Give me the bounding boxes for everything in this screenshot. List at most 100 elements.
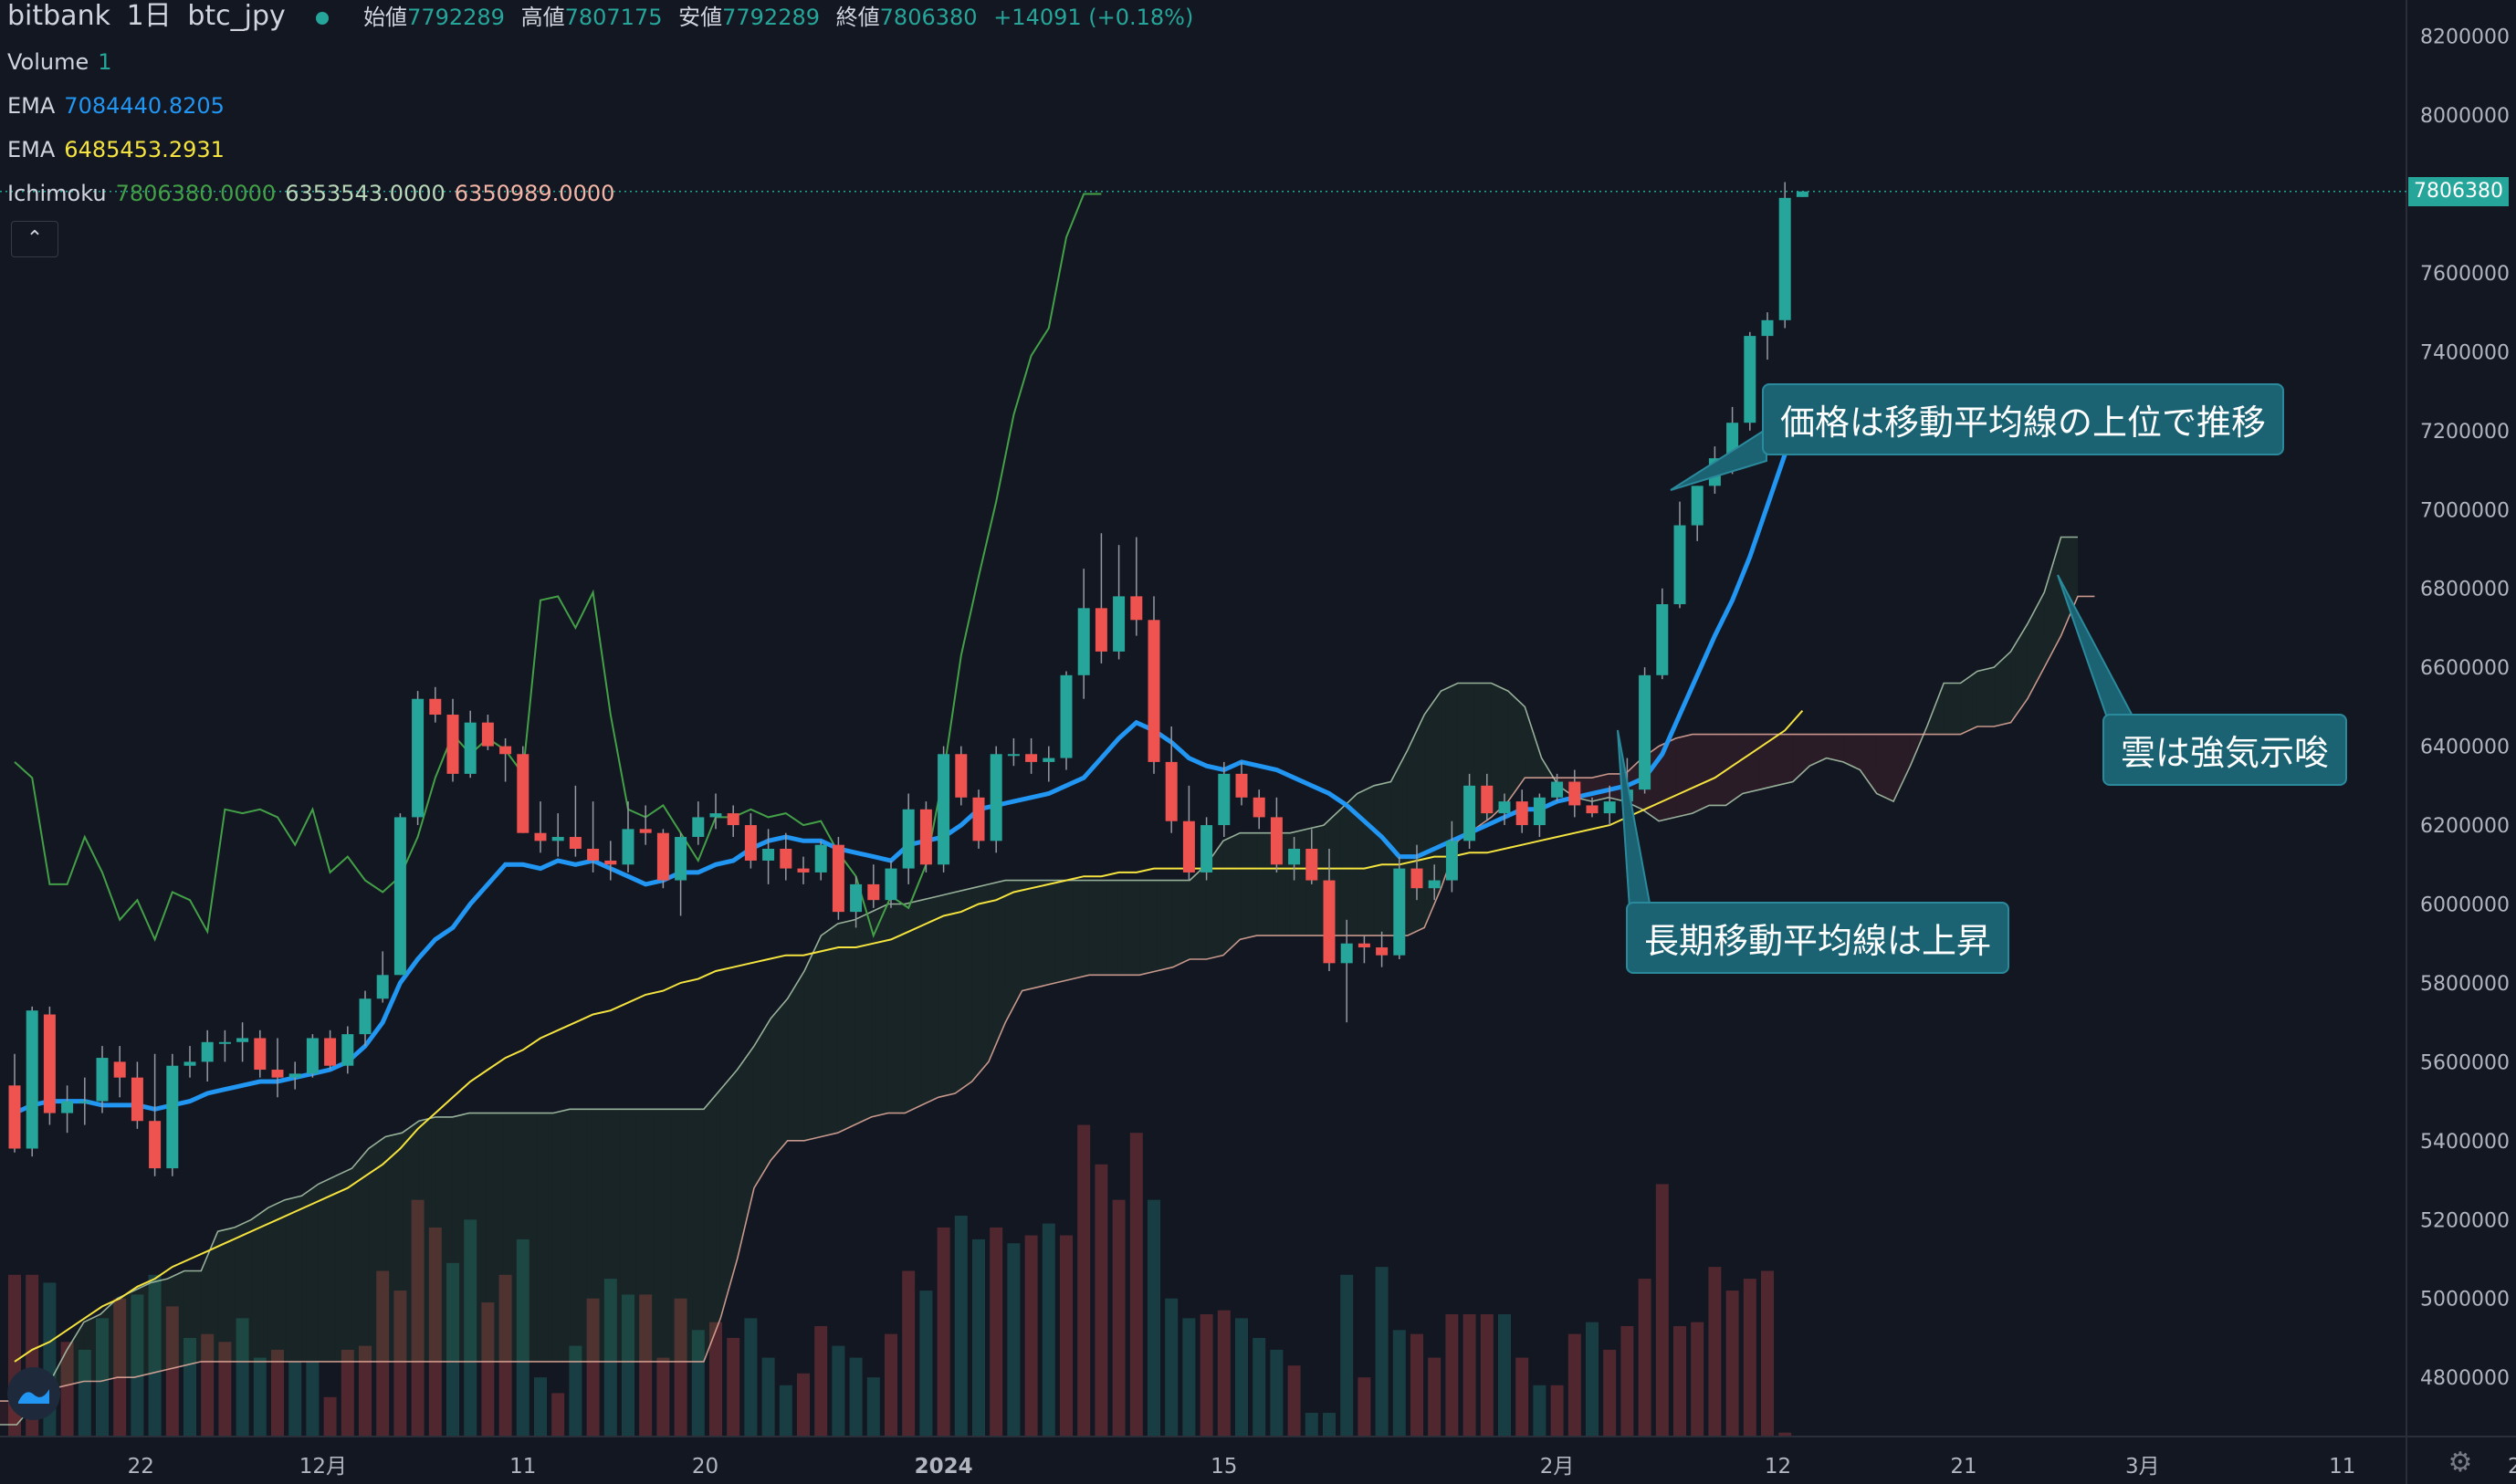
cloud-segment	[502, 1113, 519, 1362]
volume-bar	[481, 1302, 495, 1437]
callout-cloud-bullish[interactable]: 雲は強気示唆	[2102, 714, 2348, 786]
cloud-segment	[117, 1291, 134, 1378]
candle-body	[1603, 801, 1616, 814]
cloud-segment	[402, 1121, 419, 1362]
candle-body	[1778, 197, 1791, 320]
candle-body	[446, 715, 459, 774]
cloud-segment	[636, 1109, 654, 1362]
volume-bar	[183, 1337, 196, 1437]
tradingview-logo-icon[interactable]	[7, 1367, 60, 1420]
ema-short-value: 7084440.8205	[64, 93, 225, 119]
cloud-segment	[167, 1270, 184, 1370]
candle-body	[499, 746, 512, 755]
x-tick-label: 12	[1765, 1455, 1791, 1479]
cloud-segment	[1122, 880, 1140, 976]
y-tick-label: 6000000	[2420, 894, 2510, 917]
candle-body	[149, 1121, 162, 1169]
volume-bar	[1217, 1310, 1231, 1437]
callout-long-ma-rising[interactable]: 長期移動平均線は上昇	[1626, 902, 2010, 974]
candle-body	[709, 813, 722, 818]
volume-bar	[1725, 1291, 1739, 1437]
cloud-segment	[100, 1298, 118, 1382]
cloud-segment	[1407, 715, 1425, 936]
ichimoku-value-2: 6353543.0000	[285, 181, 446, 206]
candle-body	[1182, 820, 1195, 873]
volume-bar	[428, 1227, 442, 1437]
close-label: 終値	[835, 5, 880, 30]
candle-body	[692, 817, 705, 838]
cloud-segment	[1222, 832, 1241, 956]
volume-bar	[1182, 1318, 1196, 1437]
cloud-segment	[1072, 880, 1090, 979]
cloud-segment	[1591, 773, 1609, 802]
volume-bar	[586, 1298, 600, 1437]
cloud-segment	[183, 1270, 202, 1366]
cloud-segment	[418, 1116, 436, 1362]
y-tick-label: 7200000	[2420, 421, 2510, 444]
candle-body	[955, 754, 968, 798]
volume-legend[interactable]: Volume 1	[7, 47, 121, 77]
symbol-name[interactable]: bitbank	[7, 0, 110, 32]
candle-body	[1095, 608, 1107, 652]
indicator-lines	[13, 193, 1804, 1363]
volume-bar	[603, 1279, 617, 1437]
candle-body	[867, 883, 880, 901]
y-tick-label: 6200000	[2420, 815, 2510, 838]
volume-bar	[1428, 1357, 1441, 1437]
volume-bar	[306, 1361, 320, 1437]
candle-body	[324, 1038, 337, 1066]
cloud-segment	[821, 924, 838, 1137]
cloud-segment	[1106, 880, 1123, 976]
volume-bar	[1603, 1349, 1617, 1437]
open-label: 始値	[363, 5, 408, 30]
close-value: 7806380	[879, 5, 978, 30]
cloud-segment	[67, 1322, 84, 1385]
volume-value: 1	[98, 49, 112, 75]
ichimoku-legend[interactable]: Ichimoku 7806380.0000 6353543.0000 6350989.…	[7, 179, 624, 208]
symbol-pair[interactable]: btc_jpy	[187, 0, 286, 32]
cloud-segment	[720, 1070, 738, 1319]
ema-short-label: EMA	[7, 93, 56, 119]
candle-body	[534, 832, 547, 841]
lagging-span-line	[14, 193, 1102, 943]
candle-body	[1533, 797, 1546, 826]
candle-body	[1130, 596, 1143, 621]
callout-price-above-ma[interactable]: 価格は移動平均線の上位で推移	[1762, 383, 2285, 455]
volume-bar	[761, 1357, 775, 1437]
candle-body	[1551, 781, 1564, 798]
volume-bar	[919, 1291, 933, 1437]
cloud-segment	[1424, 691, 1441, 928]
volume-bar	[954, 1215, 968, 1437]
candle-body	[1445, 841, 1458, 881]
cloud-segment	[1776, 734, 1793, 786]
ema-long-legend[interactable]: EMA 6485453.2931	[7, 135, 234, 164]
cloud-segment	[452, 1113, 469, 1362]
volume-bar	[1129, 1133, 1143, 1437]
candle-body	[569, 837, 582, 849]
cloud-segment	[519, 1113, 537, 1362]
candle-body	[393, 817, 406, 976]
candle-body	[885, 868, 897, 901]
ichimoku-value-3: 6350989.0000	[454, 181, 615, 206]
volume-bar	[849, 1357, 863, 1437]
settings-gear-icon[interactable]: ⚙	[2448, 1447, 2473, 1479]
volume-bar	[1165, 1298, 1179, 1437]
volume-bar	[1148, 1199, 1160, 1437]
ema-long-line	[14, 710, 1804, 1363]
candle-body	[218, 1041, 231, 1044]
volume-bar	[639, 1294, 653, 1437]
collapse-legend-button[interactable]: ⌃	[11, 221, 58, 257]
cloud-segment	[887, 904, 906, 1113]
symbol-interval[interactable]: 1日	[126, 0, 172, 32]
candle-body	[1463, 785, 1476, 841]
x-tick-label: 22	[128, 1455, 154, 1479]
candlesticks	[8, 182, 1808, 1176]
ema-short-legend[interactable]: EMA 7084440.8205	[7, 91, 234, 120]
cloud-segment	[988, 880, 1006, 1062]
y-tick-label: 7400000	[2420, 341, 2510, 364]
volume-bar	[131, 1294, 144, 1437]
volume-bar	[498, 1274, 512, 1437]
volume-bar	[832, 1345, 845, 1437]
candle-body	[481, 722, 494, 747]
